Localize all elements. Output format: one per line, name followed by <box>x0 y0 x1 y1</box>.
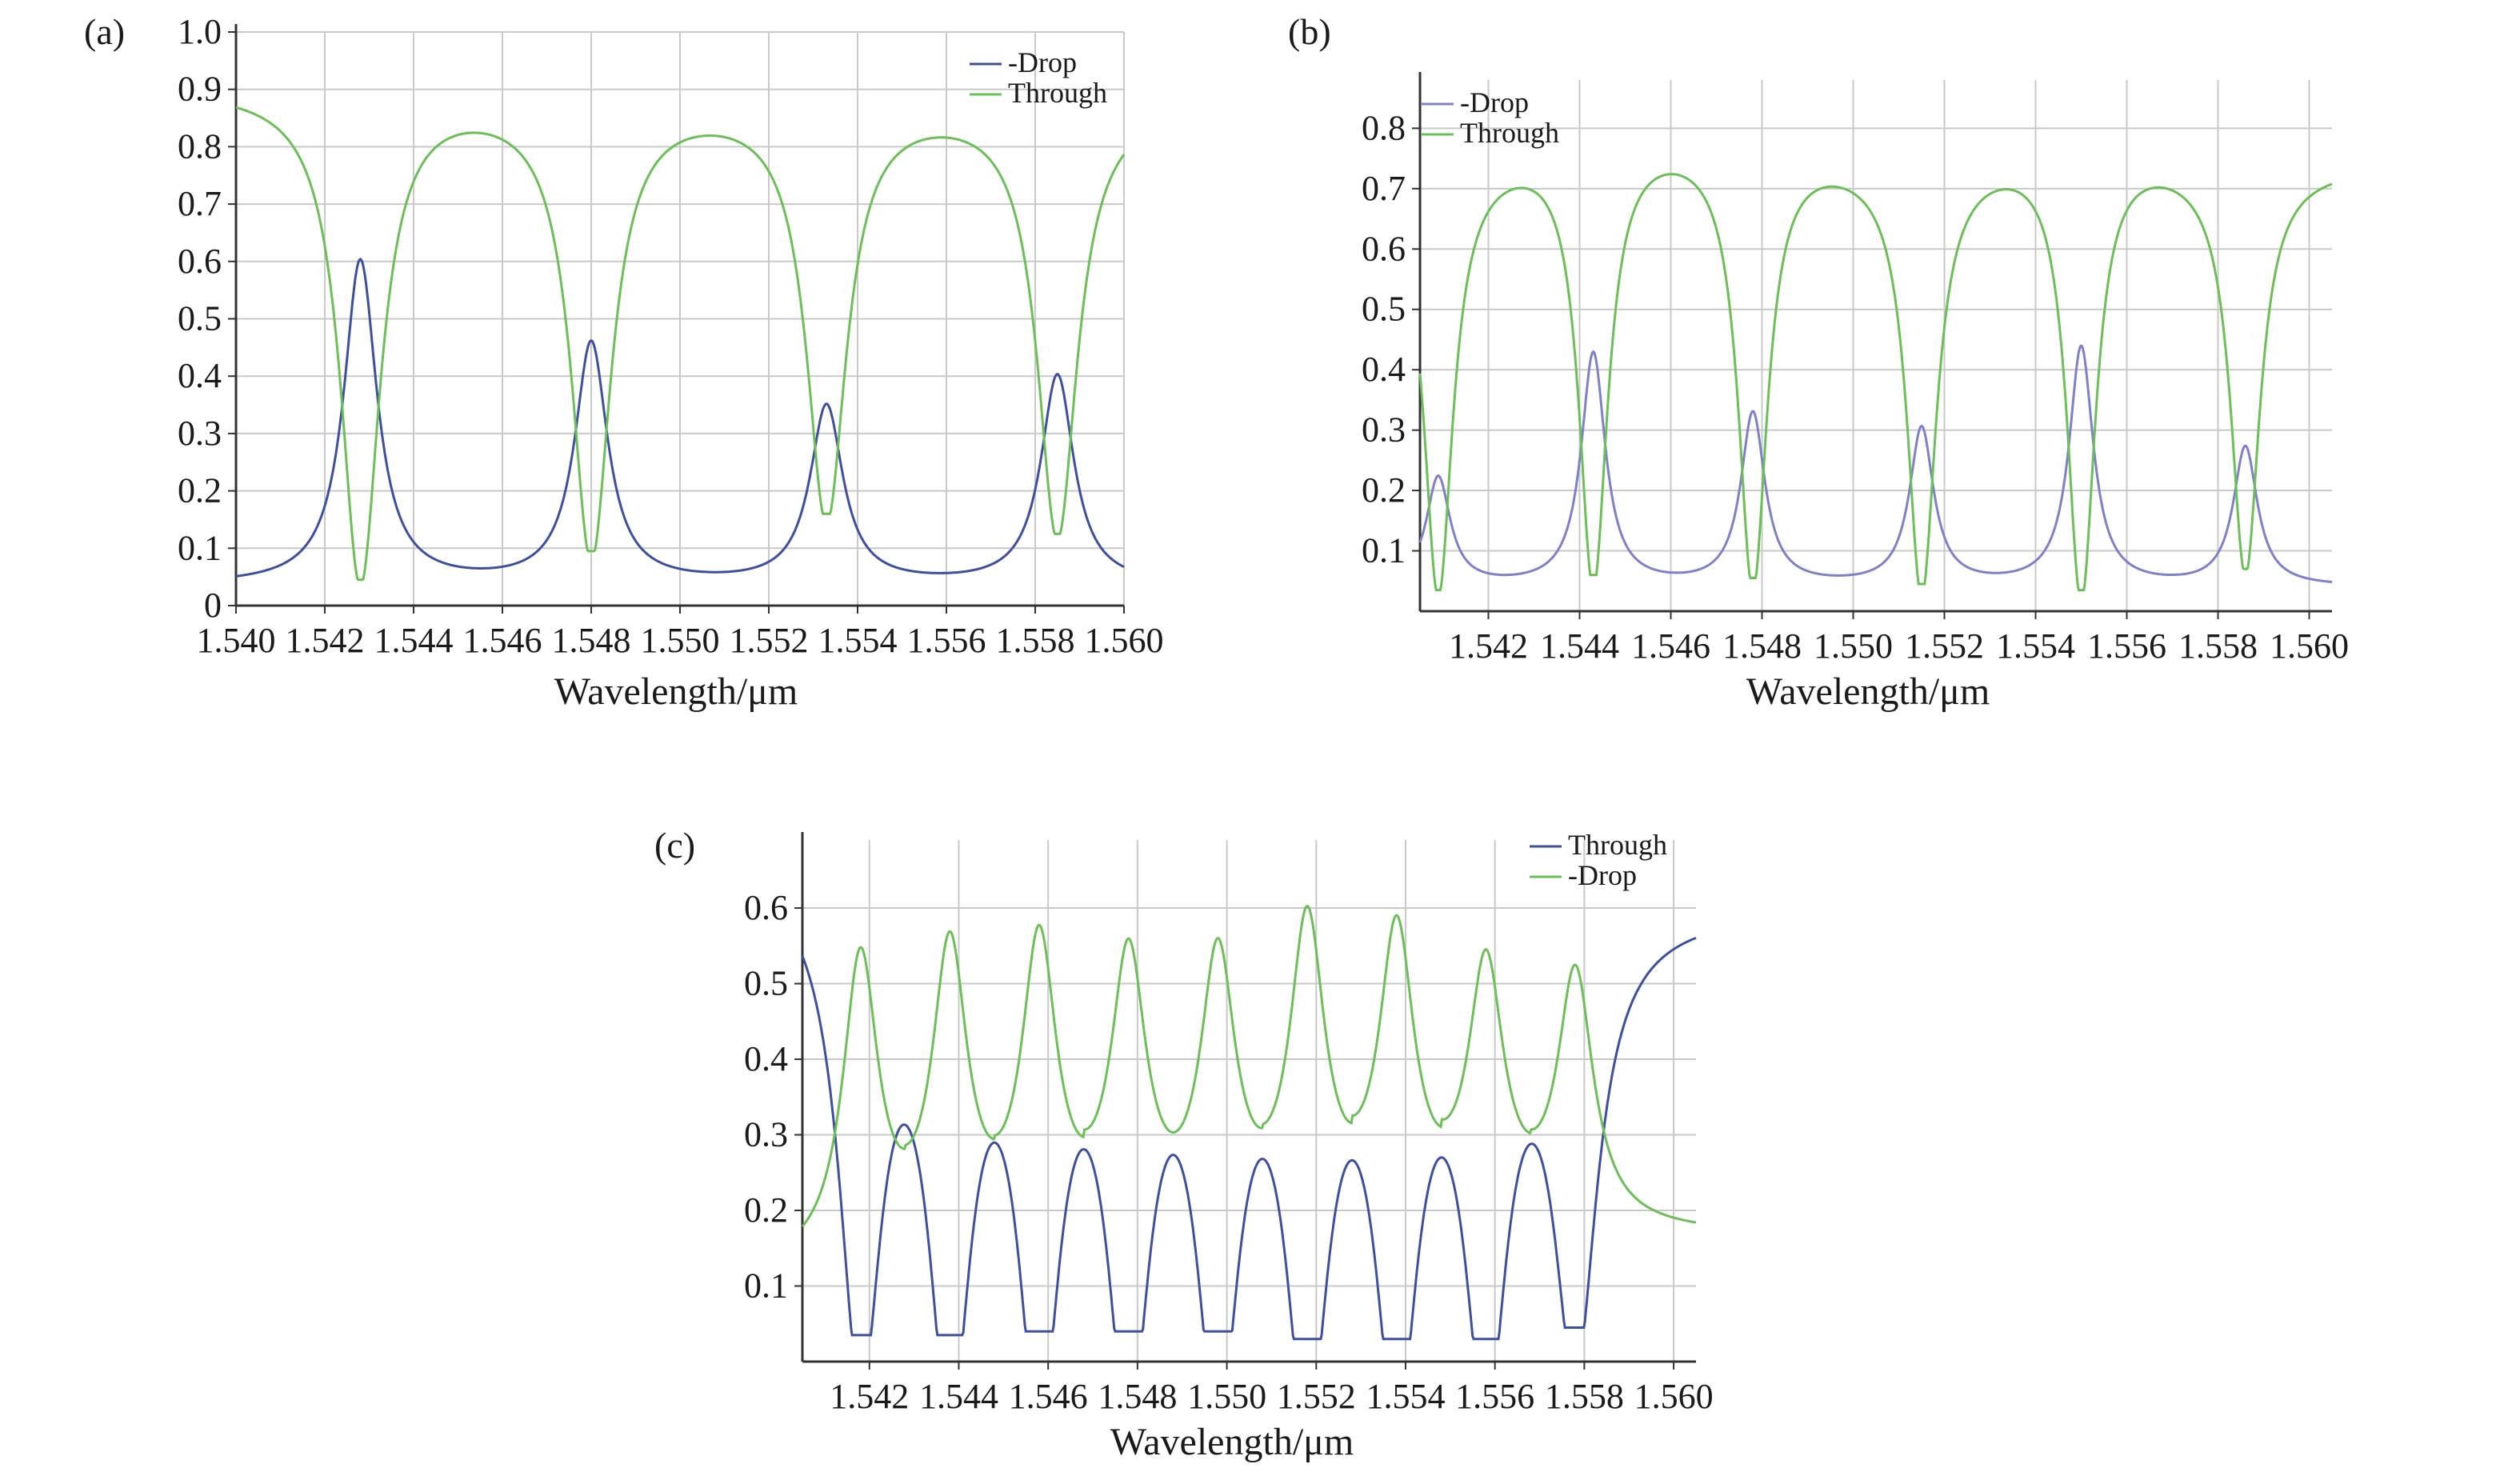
y-tick-label: 0.6 <box>1362 229 1406 268</box>
y-tick-label: 0.8 <box>178 126 222 166</box>
x-tick-label: 1.560 <box>1634 1377 1714 1416</box>
y-tick-label: 0.5 <box>178 299 222 338</box>
y-tick-label: 1.0 <box>178 12 222 51</box>
y-tick-label: 0.9 <box>178 70 222 109</box>
x-tick-label: 1.544 <box>374 621 454 660</box>
x-tick-label: 1.554 <box>818 621 898 660</box>
series-line-through <box>801 937 1697 1341</box>
series-line-through <box>1418 173 2333 592</box>
y-tick-label: 0 <box>204 586 222 625</box>
legend-label: Through <box>1568 829 1667 861</box>
x-tick-label: 1.542 <box>830 1377 909 1416</box>
x-tick-label: 1.544 <box>919 1377 998 1416</box>
series-line-through <box>235 106 1126 582</box>
x-tick-label: 1.558 <box>996 621 1075 660</box>
x-tick-label: 1.546 <box>463 621 542 660</box>
x-tick-label: 1.560 <box>1085 621 1164 660</box>
y-tick-label: 0.1 <box>744 1266 788 1306</box>
x-tick-label: 1.550 <box>641 621 720 660</box>
x-tick-label: 1.552 <box>1277 1377 1356 1416</box>
y-tick-label: 0.6 <box>178 242 222 281</box>
y-tick-label: 0.5 <box>744 964 788 1003</box>
chart-panel-b: 0.1 0.2 0.3 0.4 0.5 0.6 0.7 0.8 1.542 1.544 1.546 1… <box>1288 11 2349 713</box>
x-tick-label: 1.548 <box>1722 626 1802 666</box>
x-tick-label: 1.550 <box>1187 1377 1266 1416</box>
y-tick-label: 0.2 <box>744 1190 788 1230</box>
y-tick-label: 0.5 <box>1362 290 1406 329</box>
legend-label: -Drop <box>1008 46 1077 78</box>
x-tick-label: 1.550 <box>1814 626 1893 666</box>
x-tick-label: 1.554 <box>1996 626 2075 666</box>
series-line-drop <box>1418 344 2333 583</box>
y-tick-label: 0.7 <box>1362 169 1406 208</box>
series-line-drop <box>801 905 1697 1228</box>
y-tick-label: 0.1 <box>1362 531 1406 570</box>
x-axis-label: Wavelength/μm <box>1746 670 1990 713</box>
chart-panel-c: 0.1 0.2 0.3 0.4 0.5 0.6 1.542 1.544 1.546 1.548 1.… <box>654 825 1714 1463</box>
y-tick-label: 0.2 <box>178 471 222 510</box>
x-tick-label: 1.558 <box>2178 626 2258 666</box>
x-tick-label: 1.556 <box>1455 1377 1534 1416</box>
panel-label: (b) <box>1288 11 1331 52</box>
x-tick-label: 1.552 <box>1905 626 1984 666</box>
y-tick-label: 0.8 <box>1362 108 1406 147</box>
legend-label: Through <box>1008 77 1107 109</box>
y-tick-label: 0.3 <box>744 1115 788 1154</box>
y-tick-label: 0.4 <box>744 1039 788 1078</box>
x-tick-label: 1.544 <box>1540 626 1619 666</box>
y-tick-label: 0.3 <box>1362 410 1406 450</box>
series-line-drop <box>235 257 1125 578</box>
x-tick-label: 1.556 <box>2087 626 2166 666</box>
x-axis-label: Wavelength/μm <box>1110 1421 1354 1463</box>
x-tick-label: 1.540 <box>197 621 276 660</box>
x-axis-label: Wavelength/μm <box>554 670 798 713</box>
x-tick-label: 1.548 <box>1098 1377 1177 1416</box>
legend-label: -Drop <box>1568 859 1637 891</box>
y-tick-label: 0.7 <box>178 184 222 223</box>
x-tick-label: 1.560 <box>2270 626 2349 666</box>
x-tick-label: 1.554 <box>1366 1377 1445 1416</box>
x-tick-label: 1.548 <box>552 621 631 660</box>
x-tick-label: 1.558 <box>1545 1377 1624 1416</box>
y-tick-label: 0.4 <box>1362 350 1406 389</box>
x-tick-label: 1.556 <box>907 621 986 660</box>
legend-label: -Drop <box>1460 86 1529 118</box>
x-tick-label: 1.542 <box>1449 626 1528 666</box>
x-tick-label: 1.546 <box>1631 626 1710 666</box>
panel-label: (c) <box>654 825 695 866</box>
y-tick-label: 0.4 <box>178 356 222 395</box>
legend-label: Through <box>1460 117 1559 149</box>
y-tick-label: 0.1 <box>178 528 222 567</box>
x-tick-label: 1.546 <box>1009 1377 1088 1416</box>
y-tick-label: 0.3 <box>178 414 222 453</box>
panel-label: (a) <box>84 11 125 52</box>
chart-panel-a: 0 0.1 0.2 0.3 0.4 0.5 0.6 0.7 0.8 0.9 1.0 1.540 1.54… <box>84 11 1164 713</box>
y-tick-label: 0.2 <box>1362 470 1406 510</box>
x-tick-label: 1.542 <box>286 621 365 660</box>
x-tick-label: 1.552 <box>730 621 809 660</box>
y-tick-label: 0.6 <box>744 888 788 927</box>
